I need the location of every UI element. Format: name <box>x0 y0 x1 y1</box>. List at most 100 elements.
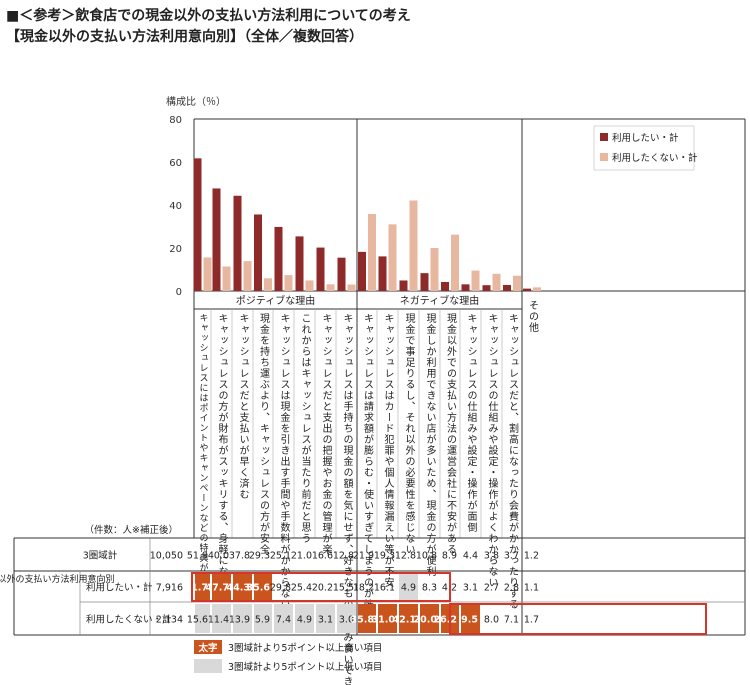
table-cell: 29.3 <box>249 551 270 562</box>
bar-series1 <box>254 214 262 291</box>
table-cell: 51.9 <box>187 551 208 562</box>
highlight-outline <box>191 572 451 602</box>
category-label: キャッシュレスの方が財布がスッキリする、身軽になる <box>216 313 228 588</box>
table-cell: 29.8 <box>270 583 291 594</box>
table-cell: 40.0 <box>208 551 229 562</box>
cell-highlight-low <box>212 604 231 633</box>
table-cell: 35.6 <box>247 583 271 594</box>
legend-label: 利用したくない・計 <box>612 152 698 164</box>
bar-series2 <box>409 200 418 291</box>
cell-highlight-high <box>233 573 252 600</box>
y-tick-label: 40 <box>169 201 182 212</box>
category-label: キャッシュレスはカード犯罪や個人情報漏えい等が不安 <box>382 313 394 588</box>
table-cell: 21.9 <box>353 551 374 562</box>
table-cell: 25.1 <box>270 551 291 562</box>
table-cell: 2.8 <box>504 583 519 594</box>
cell-highlight-high <box>254 573 272 600</box>
cell-highlight-low <box>195 604 210 633</box>
legend-box <box>593 125 695 171</box>
bar-series1 <box>295 236 304 291</box>
table-cell: 12.8 <box>333 551 354 562</box>
row-n: 2,134 <box>156 615 183 626</box>
table-cell: 16.6 <box>312 551 333 562</box>
table-cell: 11.4 <box>208 615 229 626</box>
table-cell: 18.2 <box>353 583 374 594</box>
category-label: 現金を持ち運ぶより、キャッシュレスの方が安全 <box>258 313 270 555</box>
bar-series2 <box>264 278 272 291</box>
table-cell: 8.9 <box>442 551 457 562</box>
bar-series2 <box>305 280 314 291</box>
table-cell: 61.7 <box>185 583 208 594</box>
cell-highlight-high <box>399 604 418 633</box>
bar-series2 <box>513 275 521 291</box>
table-cell: 15.6 <box>187 615 208 626</box>
table-cell: 10.8 <box>416 551 437 562</box>
table-cell: 26.2 <box>434 615 457 626</box>
row-n: 7,916 <box>156 583 183 594</box>
table-cell: 42.1 <box>393 615 416 626</box>
table-cell: 3.0 <box>339 615 354 626</box>
bar-series1 <box>337 257 346 291</box>
note-high: 3圏域計より5ポイント以上高い項目 <box>228 642 382 654</box>
cell-highlight-low <box>295 604 314 633</box>
bar-series1 <box>461 284 470 291</box>
category-label: キャッシュレスだと、割高になったり会費がかかったりする <box>507 313 519 610</box>
chart-subtitle: 【現金以外の支払い方法利用意向別】（全体／複数回答） <box>6 29 363 45</box>
note-sample: 太字 <box>198 642 218 654</box>
table-cell: 12.8 <box>395 551 416 562</box>
bar-series1 <box>420 273 429 291</box>
table-cell: 25.4 <box>291 583 312 594</box>
cell-highlight-high <box>378 604 397 633</box>
bar-series2 <box>388 224 397 291</box>
bar-series2 <box>471 270 480 291</box>
bar-series2 <box>430 248 439 291</box>
table-cell: 3.8 <box>484 551 499 562</box>
bar-series1 <box>441 281 449 291</box>
bar-series1 <box>274 226 283 291</box>
bar-series1 <box>358 251 366 291</box>
bar-series2 <box>284 275 293 291</box>
cell-highlight-low <box>254 604 272 633</box>
cell-highlight-low <box>233 604 252 633</box>
table-cell: 5.9 <box>255 615 270 626</box>
n-header: （件数：人※補正後） <box>85 524 178 536</box>
bar-series1 <box>316 247 325 291</box>
highlight-outline <box>449 603 707 635</box>
y-axis-label: 構成比（％） <box>166 95 226 108</box>
table-cell: 31.0 <box>372 615 396 626</box>
table-cell: 4.9 <box>297 615 312 626</box>
note-low: 3圏域計より5ポイント以上低い項目 <box>228 661 382 673</box>
table-cell: 9.5 <box>461 615 478 626</box>
row-label: 3圏域計 <box>83 550 118 562</box>
table-cell: 20.0 <box>414 615 438 626</box>
row-group-label: 現金以外の支払い方法利用意向別 <box>0 573 115 585</box>
bar-series2 <box>243 261 252 291</box>
category-label: キャッシュレスは手持ちの現金の額を気にせず、好きなものを飲み食いできる <box>341 313 353 685</box>
bar-series1 <box>233 195 242 291</box>
table-cell: 4.4 <box>463 551 478 562</box>
table-cell: 19.3 <box>374 551 395 562</box>
table-cell: 20.2 <box>312 583 333 594</box>
group-label: ネガティブな理由 <box>400 294 479 307</box>
row-label: 利用したい・計 <box>86 582 153 594</box>
legend-swatch <box>600 133 608 141</box>
cell-highlight-high <box>358 604 376 633</box>
cell-highlight-high <box>461 604 480 633</box>
bar-series1 <box>399 280 408 291</box>
group-label: ポジティブな理由 <box>236 294 315 307</box>
cell-highlight-high <box>212 573 231 600</box>
table-cell: 13.9 <box>229 615 250 626</box>
bar-series1 <box>482 285 491 291</box>
bar-series2 <box>492 273 501 291</box>
bar-series1 <box>523 288 531 291</box>
category-label: 現金しか利用できない店が多いため、現金の方が便利 <box>424 313 436 577</box>
bar-series1 <box>503 284 511 291</box>
table-cell: 3.1 <box>318 615 333 626</box>
bar-series2 <box>368 214 376 291</box>
category-label: その他 <box>527 300 539 333</box>
table-cell: 37.8 <box>229 551 250 562</box>
bar-series2 <box>326 284 335 291</box>
table-cell: 1.7 <box>524 615 539 626</box>
row-label: 利用したくない・計 <box>86 614 172 626</box>
